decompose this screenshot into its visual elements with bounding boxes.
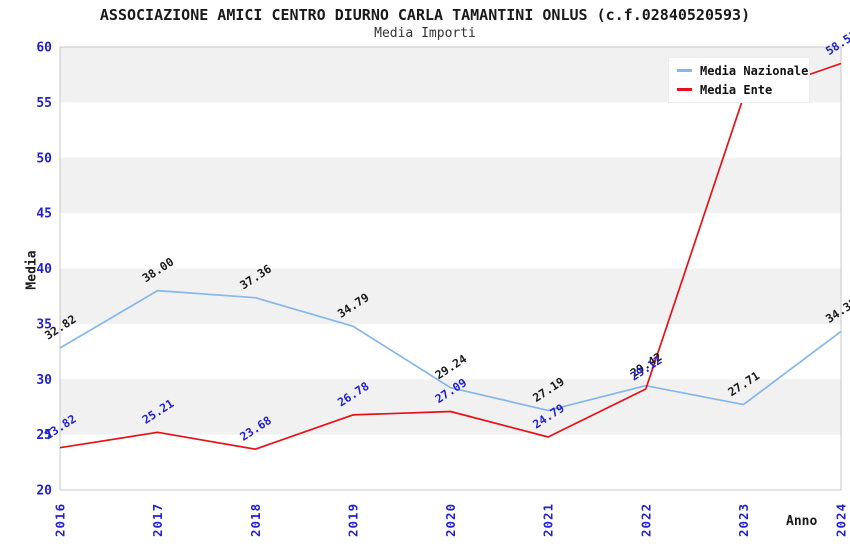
x-tick-label: 2019 [345, 503, 360, 537]
x-tick-label: 2018 [248, 503, 263, 537]
y-tick-label: 55 [36, 96, 52, 111]
plot-band [60, 268, 841, 324]
legend-label: Media Ente [700, 82, 773, 97]
chart-subtitle: Media Importi [374, 26, 476, 41]
y-tick-label: 40 [36, 262, 52, 277]
legend-box: Media Nazionale Media Ente [668, 57, 810, 103]
data-label: 29.24 [433, 352, 470, 383]
y-tick-label: 60 [36, 41, 52, 56]
chart-title: ASSOCIAZIONE AMICI CENTRO DIURNO CARLA T… [99, 6, 751, 24]
legend-item-media-ente: Media Ente [677, 83, 801, 97]
legend-swatch-nazionale-icon [677, 69, 692, 72]
legend-swatch-ente-icon [677, 88, 692, 91]
y-tick-label: 25 [36, 428, 52, 443]
x-tick-label: 2016 [53, 503, 68, 537]
series-line-media-nazionale [59, 289, 842, 412]
y-tick-label: 20 [36, 484, 52, 499]
y-tick-label: 45 [36, 207, 52, 222]
x-tick-label: 2023 [736, 503, 751, 537]
legend-label: Media Nazionale [700, 63, 809, 78]
x-tick-label: 2024 [834, 503, 849, 537]
legend-item-media-nazionale: Media Nazionale [677, 64, 808, 78]
y-axis-label: Media [24, 250, 40, 290]
y-tick-label: 35 [36, 317, 52, 332]
x-axis-label: Anno [786, 514, 818, 529]
plot-band [60, 157, 841, 214]
y-tick-label: 50 [36, 151, 52, 166]
series-line-media-ente [59, 62, 842, 451]
x-tick-label: 2017 [150, 503, 165, 537]
x-tick-label: 2022 [638, 503, 653, 537]
x-tick-label: 2020 [443, 503, 458, 537]
plot-frame [59, 46, 842, 491]
y-tick-label: 30 [36, 373, 52, 388]
x-tick-label: 2021 [541, 503, 556, 537]
